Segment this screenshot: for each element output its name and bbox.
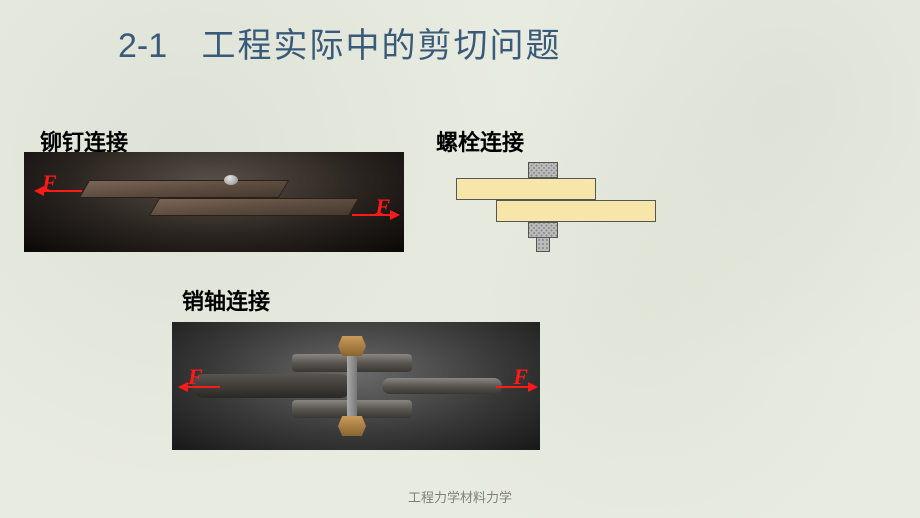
bolt-thread-icon: [536, 238, 550, 252]
force-label-right: F: [375, 194, 390, 220]
slide-title: 2-1 工程实际中的剪切问题: [118, 18, 561, 67]
figure-pin: F F: [172, 322, 540, 450]
bolt-nut-icon: [528, 222, 558, 238]
bolt-plate-bottom: [496, 200, 656, 222]
force-arrow-left-icon: [186, 386, 220, 388]
rivet-plate-top: [79, 180, 289, 198]
clevis-rod: [382, 378, 502, 394]
pin-nut-bottom-icon: [338, 416, 366, 436]
force-arrow-right-icon: [352, 214, 392, 216]
pin-nut-top-icon: [338, 336, 366, 356]
force-arrow-left-icon: [42, 190, 82, 192]
force-label-left: F: [42, 170, 57, 196]
footer-text: 工程力学材料力学: [0, 487, 920, 506]
force-arrow-right-icon: [496, 386, 530, 388]
figure-rivet: F F: [24, 152, 404, 252]
bolt-plate-top: [456, 178, 596, 200]
pin-shaft-icon: [347, 354, 357, 418]
section-number: 2-1: [118, 27, 167, 65]
bolt-head-icon: [528, 162, 558, 178]
rivet-head-icon: [224, 175, 238, 185]
caption-pin: 销轴连接: [182, 284, 270, 316]
section-text: 工程实际中的剪切问题: [201, 27, 561, 65]
figure-bolt: [456, 160, 656, 256]
caption-bolt: 螺栓连接: [436, 125, 524, 157]
rivet-plate-bottom: [149, 198, 359, 216]
